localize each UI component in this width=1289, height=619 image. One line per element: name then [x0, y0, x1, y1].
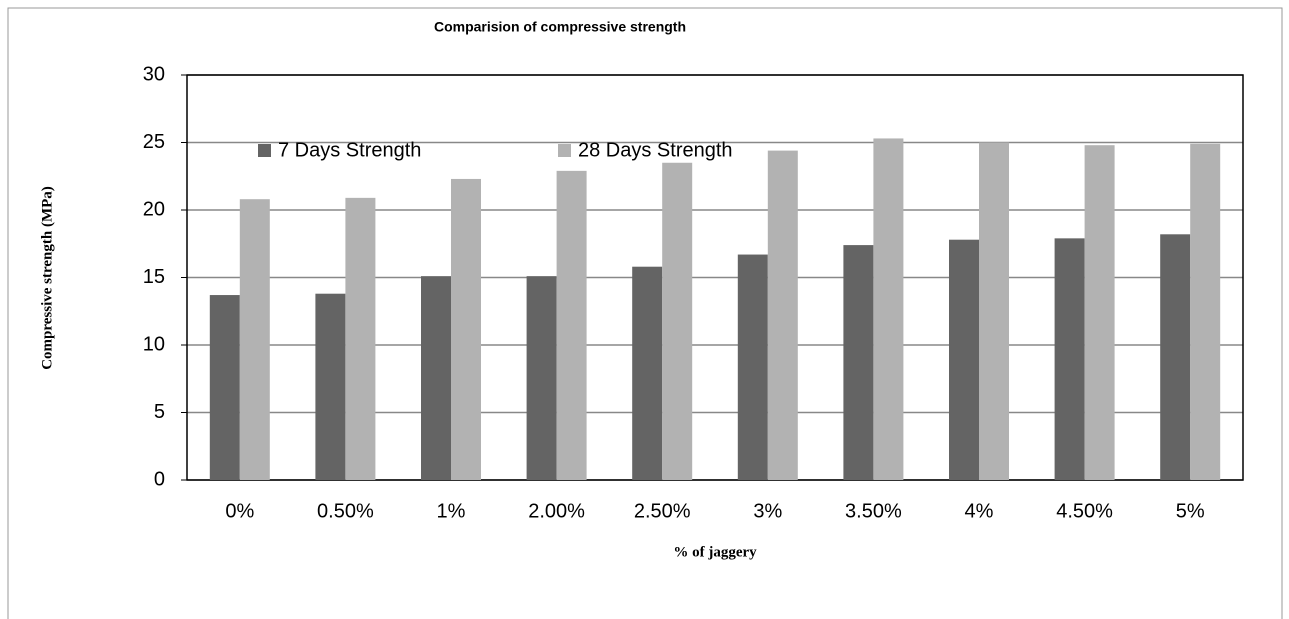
y-tick-label: 15 — [143, 266, 165, 288]
bar — [979, 142, 1009, 480]
y-axis-label: Compressive strength (MPa) — [39, 186, 55, 370]
y-tick-label: 25 — [143, 131, 165, 153]
x-tick-label: 2.50% — [634, 500, 691, 522]
bar — [556, 170, 587, 480]
chart-title: Comparision of compressive strength — [434, 19, 686, 35]
bar — [873, 138, 904, 480]
legend-swatch — [258, 144, 271, 157]
bar — [843, 245, 874, 480]
bar — [632, 266, 663, 480]
y-tick-label: 10 — [143, 333, 165, 355]
x-tick-label: 3.50% — [845, 500, 902, 522]
bar — [1054, 238, 1085, 480]
bar — [949, 239, 979, 480]
x-axis-label: % of jaggery — [673, 544, 757, 560]
x-tick-label: 0% — [225, 500, 254, 522]
x-tick-label: 0.50% — [317, 500, 374, 522]
y-tick-label: 20 — [143, 198, 165, 220]
x-tick-label: 5% — [1176, 500, 1205, 522]
legend-label: 7 Days Strength — [278, 139, 421, 161]
x-tick-label: 3% — [753, 500, 782, 522]
bar — [1190, 143, 1221, 480]
bar — [1084, 145, 1115, 480]
x-tick-label: 2.00% — [528, 500, 585, 522]
frame — [7, 7, 1283, 619]
bar — [662, 162, 693, 480]
legend-swatch — [558, 144, 571, 157]
y-tick-label: 30 — [143, 63, 165, 85]
bar — [239, 199, 270, 480]
bar — [767, 150, 798, 480]
bar — [451, 178, 481, 480]
x-tick-label: 4.50% — [1056, 500, 1113, 522]
bar — [1160, 234, 1191, 480]
bar — [315, 293, 346, 480]
bar — [421, 276, 451, 480]
bar — [526, 276, 557, 480]
y-tick-label: 0 — [154, 468, 165, 490]
legend-label: 28 Days Strength — [578, 139, 733, 161]
x-tick-label: 4% — [965, 500, 994, 522]
bar — [737, 254, 768, 480]
bar — [345, 197, 376, 480]
x-tick-label: 1% — [437, 500, 466, 522]
y-tick-label: 5 — [154, 401, 165, 423]
plot-frame — [186, 74, 1244, 481]
bar — [209, 295, 240, 480]
